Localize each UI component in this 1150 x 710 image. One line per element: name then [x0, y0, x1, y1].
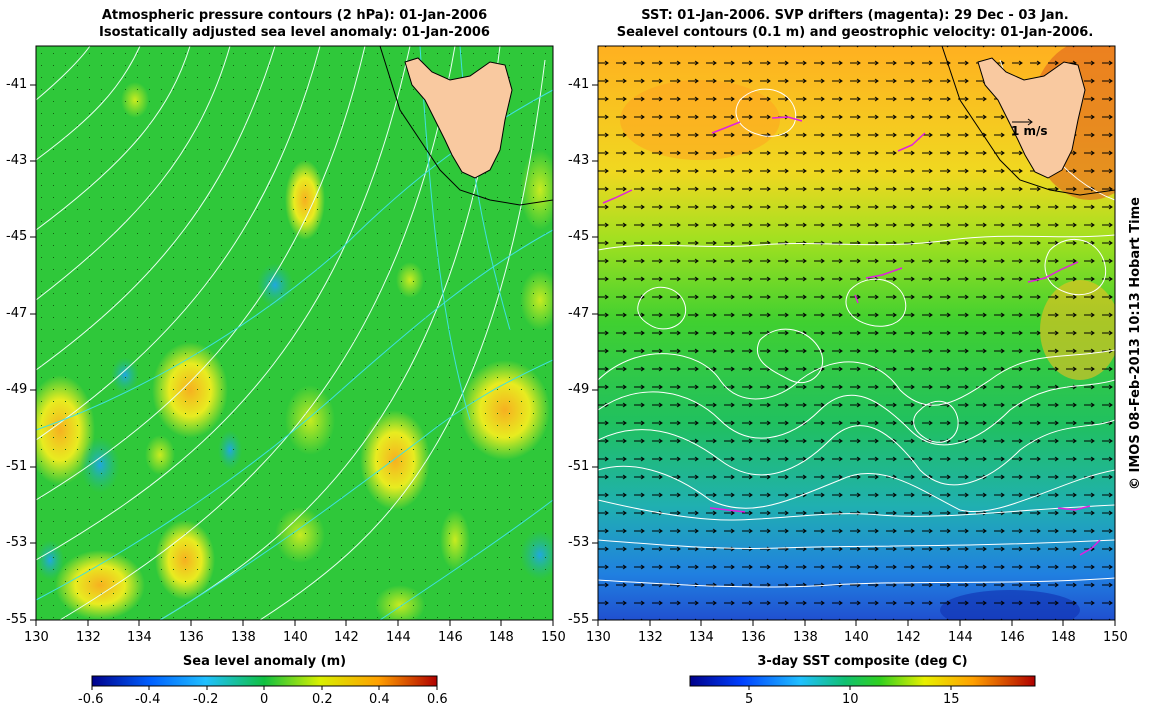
left-y-tick: -47 [6, 306, 28, 321]
right-colorbar-tick: 5 [745, 692, 754, 707]
left-colorbar-tick: 0.4 [369, 692, 390, 707]
right-colorbar-ticks [748, 686, 952, 690]
left-y-tick: -41 [6, 77, 28, 92]
right-title-line2: Sealevel contours (0.1 m) and geostrophi… [616, 25, 1094, 40]
right-x-tick: 146 [1000, 630, 1025, 645]
right-x-tick: 150 [1103, 630, 1128, 645]
right-y-tick: -55 [568, 612, 590, 627]
left-y-tick: -53 [6, 535, 28, 550]
right-y-tick: -45 [568, 229, 590, 244]
left-colorbar-tick: 0 [260, 692, 269, 707]
velocity-scale-arrow [1012, 118, 1033, 126]
right-y-tick: -43 [568, 153, 590, 168]
right-x-tick: 134 [689, 630, 714, 645]
left-map-panel [36, 46, 553, 620]
left-title-line2: Isostatically adjusted sea level anomaly… [99, 25, 490, 40]
left-y-tick: -51 [6, 459, 28, 474]
left-colorbar-tick: -0.4 [135, 692, 161, 707]
left-colorbar-tick: 0.2 [312, 692, 333, 707]
left-x-tick: 138 [231, 630, 256, 645]
right-colorbar [689, 675, 1036, 687]
left-x-tick: 134 [127, 630, 152, 645]
right-colorbar-label: 3-day SST composite (deg C) [757, 654, 968, 669]
right-x-tick: 136 [741, 630, 766, 645]
right-x-tick: 138 [793, 630, 818, 645]
right-x-tick: 132 [638, 630, 663, 645]
left-x-tick: 136 [179, 630, 204, 645]
left-x-tick: 150 [541, 630, 566, 645]
left-title-line1: Atmospheric pressure contours (2 hPa): 0… [101, 8, 488, 23]
left-x-tick: 146 [438, 630, 463, 645]
left-colorbar-tick: 0.6 [427, 692, 448, 707]
left-colorbar-tick: -0.2 [193, 692, 219, 707]
right-y-tick: -47 [568, 306, 590, 321]
left-x-tick: 140 [283, 630, 308, 645]
axis-tick-marks [30, 84, 1116, 626]
right-x-tick: 142 [896, 630, 921, 645]
svp-drifter-tracks [602, 116, 1101, 556]
left-colorbar-label: Sea level anomaly (m) [182, 654, 347, 669]
imos-credit: © IMOS 08-Feb-2013 10:13 Hobart Time [1128, 197, 1143, 490]
left-x-tick: 142 [334, 630, 359, 645]
tasmania-island-left [379, 46, 553, 206]
left-x-tick: 130 [24, 630, 49, 645]
right-map-panel [598, 46, 1115, 620]
right-x-tick: 148 [1051, 630, 1076, 645]
left-y-tick: -49 [6, 382, 28, 397]
right-colorbar-tick: 10 [842, 692, 859, 707]
tasmania-island-right [941, 46, 1115, 196]
right-x-tick: 144 [948, 630, 973, 645]
right-title-line1: SST: 01-Jan-2006. SVP drifters (magenta)… [641, 8, 1069, 23]
right-x-tick: 130 [586, 630, 611, 645]
left-y-tick: -45 [6, 229, 28, 244]
left-x-tick: 144 [386, 630, 411, 645]
right-x-tick: 140 [844, 630, 869, 645]
left-colorbar-ticks [91, 686, 438, 690]
left-colorbar-tick: -0.6 [78, 692, 104, 707]
velocity-scale-label: 1 m/s [1011, 124, 1048, 138]
right-y-tick: -51 [568, 459, 590, 474]
left-colorbar [91, 675, 438, 687]
right-y-tick: -49 [568, 382, 590, 397]
right-y-tick: -41 [568, 77, 590, 92]
left-x-tick: 148 [489, 630, 514, 645]
left-x-tick: 132 [76, 630, 101, 645]
right-colorbar-tick: 15 [943, 692, 960, 707]
right-y-tick: -53 [568, 535, 590, 550]
left-y-tick: -55 [6, 612, 28, 627]
left-y-tick: -43 [6, 153, 28, 168]
